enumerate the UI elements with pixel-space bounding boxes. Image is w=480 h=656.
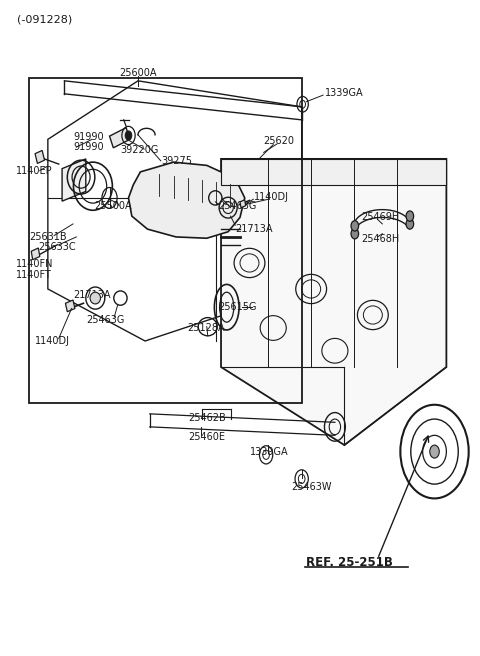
Text: 91990: 91990 <box>73 133 104 142</box>
Polygon shape <box>62 159 86 201</box>
Text: 25128A: 25128A <box>187 323 225 333</box>
Ellipse shape <box>90 292 100 304</box>
Text: 25633C: 25633C <box>38 242 76 253</box>
Text: 25500A: 25500A <box>94 201 132 211</box>
Text: 91990: 91990 <box>73 142 104 152</box>
Text: 25463W: 25463W <box>291 482 332 493</box>
Polygon shape <box>221 159 446 185</box>
Text: 25631B: 25631B <box>29 232 67 242</box>
Circle shape <box>406 218 414 229</box>
Polygon shape <box>35 150 45 163</box>
Text: 25469H: 25469H <box>361 213 399 222</box>
Text: 25468H: 25468H <box>361 234 399 244</box>
Text: 25460E: 25460E <box>188 432 225 442</box>
Text: 1140EP: 1140EP <box>16 165 53 176</box>
Text: 39220G: 39220G <box>120 146 159 155</box>
Text: 21713A: 21713A <box>73 291 110 300</box>
Text: 21713A: 21713A <box>235 224 273 234</box>
Circle shape <box>125 131 132 140</box>
Polygon shape <box>221 159 446 445</box>
Text: 1140DJ: 1140DJ <box>35 336 70 346</box>
Text: 1140FN: 1140FN <box>16 259 54 269</box>
Text: 1339GA: 1339GA <box>250 447 288 457</box>
Circle shape <box>351 228 359 239</box>
Text: 25462B: 25462B <box>188 413 226 422</box>
Text: 25463G: 25463G <box>219 201 257 211</box>
Text: 25463G: 25463G <box>86 315 124 325</box>
Text: 1339GA: 1339GA <box>325 87 364 98</box>
Text: 39275: 39275 <box>162 156 192 166</box>
Text: 1140FT: 1140FT <box>16 270 52 279</box>
Circle shape <box>351 220 359 231</box>
Polygon shape <box>109 128 130 148</box>
Text: 25620: 25620 <box>263 136 294 146</box>
Polygon shape <box>65 300 75 312</box>
Text: (-091228): (-091228) <box>17 14 72 24</box>
Text: 1140DJ: 1140DJ <box>254 192 289 201</box>
Polygon shape <box>31 248 40 260</box>
Polygon shape <box>129 162 245 238</box>
Bar <box>29 77 301 403</box>
Circle shape <box>430 445 439 458</box>
Text: 25600A: 25600A <box>119 68 157 78</box>
Circle shape <box>406 211 414 221</box>
Text: 25615G: 25615G <box>219 302 257 312</box>
Text: REF. 25-251B: REF. 25-251B <box>306 556 393 569</box>
Polygon shape <box>240 200 246 208</box>
